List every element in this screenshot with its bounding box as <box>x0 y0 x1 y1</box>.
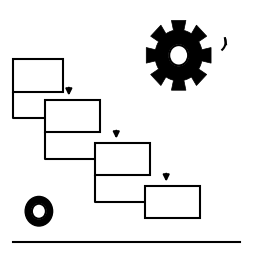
Bar <box>45 100 100 132</box>
Circle shape <box>169 45 188 66</box>
Bar <box>145 186 200 218</box>
Bar <box>13 59 63 92</box>
Circle shape <box>25 197 53 226</box>
Polygon shape <box>146 20 211 90</box>
Circle shape <box>32 204 46 219</box>
Bar <box>95 143 150 175</box>
